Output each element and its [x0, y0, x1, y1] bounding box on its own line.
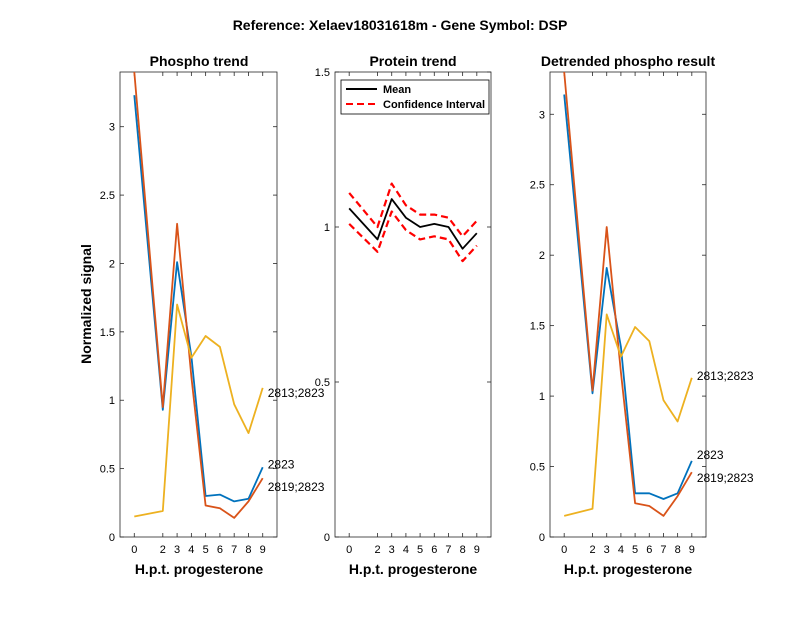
detrended-phospho-ytick-label: 1 — [539, 391, 545, 403]
protein-trend-xtick-label: 8 — [460, 544, 466, 556]
detrended-phospho-xtick-label: 7 — [660, 544, 666, 556]
detrended-phospho-xtick-label: 2 — [589, 544, 595, 556]
detrended-phospho-xtick-label: 4 — [618, 544, 624, 556]
detrended-phospho-ytick-label: 3 — [539, 109, 545, 121]
phospho-trend-xtick-label: 9 — [260, 544, 266, 556]
detrended-phospho-xtick-label: 5 — [632, 544, 638, 556]
phospho-trend-panel: Phospho trend H.p.t. progesterone Normal… — [78, 53, 325, 577]
detrended-phospho-series-2823 — [563, 94, 693, 500]
protein-trend-xtick-label: 0 — [346, 544, 352, 556]
phospho-trend-xtick-label: 4 — [188, 544, 194, 556]
detrended-phospho-xtick-label: 6 — [646, 544, 652, 556]
phospho-trend-ytick-label: 2.5 — [100, 190, 115, 202]
protein-trend-xtick-label: 9 — [474, 544, 480, 556]
phospho-trend-ytick-label: 0 — [109, 532, 115, 544]
detrended-phospho-ytick-label: 1.5 — [530, 321, 545, 333]
phospho-trend-ytick-label: 1.5 — [100, 327, 115, 339]
protein-legend: Mean Confidence Interval — [340, 79, 490, 115]
legend-box — [340, 79, 490, 115]
protein-trend-xtick-label: 4 — [403, 544, 409, 556]
detrended-phospho-ytick-label: 2.5 — [530, 180, 545, 192]
phospho-trend-axes-box — [119, 71, 278, 538]
phospho-trend-xtick-label: 0 — [131, 544, 137, 556]
phospho-trend-series-2823 — [133, 95, 264, 503]
protein-trend-title: Protein trend — [369, 53, 456, 69]
protein-trend-xtick-label: 3 — [389, 544, 395, 556]
detrended-phospho-xlabel: H.p.t. progesterone — [564, 561, 693, 577]
protein-trend-panel: Protein trend H.p.t. progesterone Mean C… — [315, 53, 492, 577]
phospho-trend-xlabel: H.p.t. progesterone — [135, 561, 264, 577]
phospho-trend-ytick-label: 1 — [109, 395, 115, 407]
protein-trend-xtick-label: 5 — [417, 544, 423, 556]
protein-trend-ytick-label: 1.5 — [315, 67, 330, 79]
detrended-phospho-axes-box — [549, 71, 707, 538]
detrended-phospho-series-end-label: 2823 — [697, 448, 724, 462]
protein-trend-xtick-label: 2 — [374, 544, 380, 556]
detrended-phospho-ytick-label: 2 — [539, 250, 545, 262]
phospho-trend-xtick-label: 2 — [160, 544, 166, 556]
legend-mean-label: Mean — [383, 84, 411, 96]
legend-ci-label: Confidence Interval — [383, 99, 485, 111]
phospho-trend-ytick-label: 3 — [109, 122, 115, 134]
phospho-trend-xtick-label: 7 — [231, 544, 237, 556]
protein-trend-series-mean — [348, 198, 478, 250]
phospho-trend-series-end-label: 2813;2823 — [268, 386, 325, 400]
protein-trend-xlabel: H.p.t. progesterone — [349, 561, 478, 577]
protein-trend-xtick-label: 6 — [431, 544, 437, 556]
protein-trend-axes-box — [334, 71, 492, 538]
protein-trend-series-confidence-interval-lower — [348, 210, 478, 263]
detrended-phospho-ytick-label: 0 — [539, 532, 545, 544]
phospho-trend-ylabel: Normalized signal — [78, 244, 94, 364]
protein-trend-ytick-label: 1 — [324, 222, 330, 234]
detrended-phospho-xtick-label: 9 — [689, 544, 695, 556]
detrended-phospho-series-end-label: 2813;2823 — [697, 369, 754, 383]
phospho-trend-series-2813-2823 — [134, 303, 264, 518]
detrended-phospho-xtick-label: 3 — [604, 544, 610, 556]
detrended-phospho-series-end-label: 2819;2823 — [697, 471, 754, 485]
phospho-trend-title: Phospho trend — [150, 53, 249, 69]
figure-title: Reference: Xelaev18031618m - Gene Symbol… — [233, 17, 568, 33]
phospho-trend-series-2819-2823 — [133, 72, 264, 519]
phospho-trend-series-end-label: 2819;2823 — [268, 480, 325, 494]
phospho-trend-ytick-label: 2 — [109, 258, 115, 270]
phospho-trend-xtick-label: 6 — [217, 544, 223, 556]
phospho-trend-xtick-label: 3 — [174, 544, 180, 556]
protein-trend-series-confidence-interval-upper — [348, 182, 478, 238]
detrended-phospho-xtick-label: 0 — [561, 544, 567, 556]
protein-trend-ytick-label: 0.5 — [315, 377, 330, 389]
detrended-phospho-series-2819-2823 — [563, 72, 693, 517]
protein-trend-ytick-label: 0 — [324, 532, 330, 544]
phospho-trend-ytick-label: 0.5 — [100, 464, 115, 476]
phospho-trend-series-end-label: 2823 — [268, 457, 295, 471]
phospho-trend-xtick-label: 8 — [245, 544, 251, 556]
detrended-phospho-title: Detrended phospho result — [541, 53, 716, 69]
detrended-phospho-xtick-label: 8 — [675, 544, 681, 556]
phospho-trend-xtick-label: 5 — [203, 544, 209, 556]
detrended-phospho-panel: Detrended phospho result H.p.t. progeste… — [530, 53, 754, 577]
detrended-phospho-series-2813-2823 — [563, 313, 693, 517]
detrended-phospho-ytick-label: 0.5 — [530, 462, 545, 474]
protein-trend-xtick-label: 7 — [445, 544, 451, 556]
